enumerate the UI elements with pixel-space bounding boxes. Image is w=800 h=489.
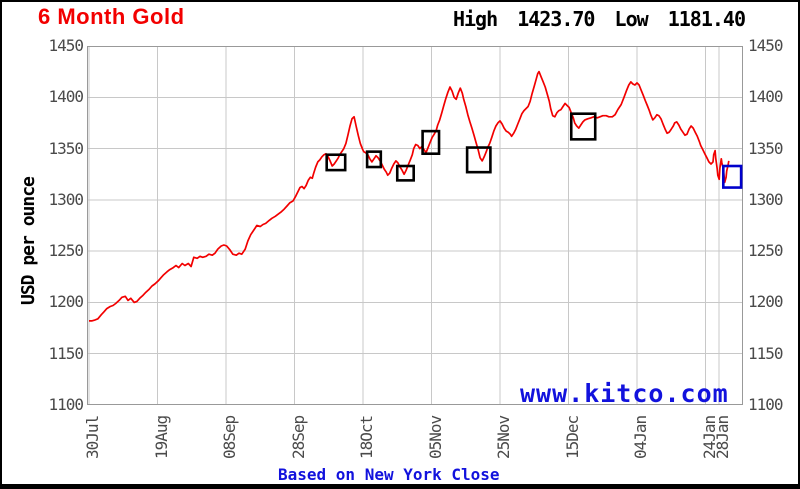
low-label: Low [614,7,649,31]
y-tick-label-left: 1450 [48,36,84,55]
y-tick-label-left: 1100 [48,395,84,414]
x-tick-label: 30Jul [83,415,102,459]
kitco-watermark: www.kitco.com [520,379,729,408]
price-line-chart [87,46,743,405]
y-tick-label-left: 1200 [48,292,84,312]
y-tick-label-right: 1250 [748,241,784,261]
y-tick-label-right: 1100 [748,395,784,414]
footer-caption: Based on New York Close [278,465,500,484]
y-tick-label-left: 1150 [48,343,84,363]
y-tick-label-right: 1400 [748,87,784,107]
chart-title: 6 Month Gold [38,4,185,29]
low-value: 1181.40 [667,7,746,31]
x-tick-label: 05Nov [425,415,445,459]
y-tick-label-right: 1350 [748,138,784,158]
y-tick-label-left: 1400 [48,87,84,107]
y-tick-label-right: 1150 [748,343,784,363]
y-tick-label-right: 1300 [748,189,784,209]
gold-price-line [89,70,730,322]
y-tick-label-left: 1300 [48,189,84,209]
y-tick-label-left: 1350 [48,138,84,158]
high-label: High [452,7,498,31]
annotation-box [395,164,415,182]
y-tick-label-right: 1450 [748,36,784,55]
x-tick-label: 25Nov [494,415,513,459]
high-low-stats: High 1423.70 Low 1181.40 [452,7,746,31]
x-tick-label: 28Jan [713,415,733,459]
y-tick-label-right: 1200 [748,292,784,312]
x-tick-label: 04Jan [631,415,650,459]
plot-border [87,46,743,405]
x-tick-label: 08Sep [220,415,239,459]
highlight-annotation-box [722,164,743,189]
annotation-box [325,153,347,172]
y-tick-label-left: 1250 [48,241,84,261]
x-tick-label: 15Dec [562,415,582,459]
high-value: 1423.70 [517,7,595,31]
annotation-box [421,129,441,155]
x-tick-label: 28Sep [288,415,308,459]
annotation-box [569,112,597,141]
annotation-box [365,150,383,169]
x-tick-label: 18Oct [357,415,376,459]
x-tick-label: 19Aug [151,415,171,459]
annotation-box [465,146,492,174]
